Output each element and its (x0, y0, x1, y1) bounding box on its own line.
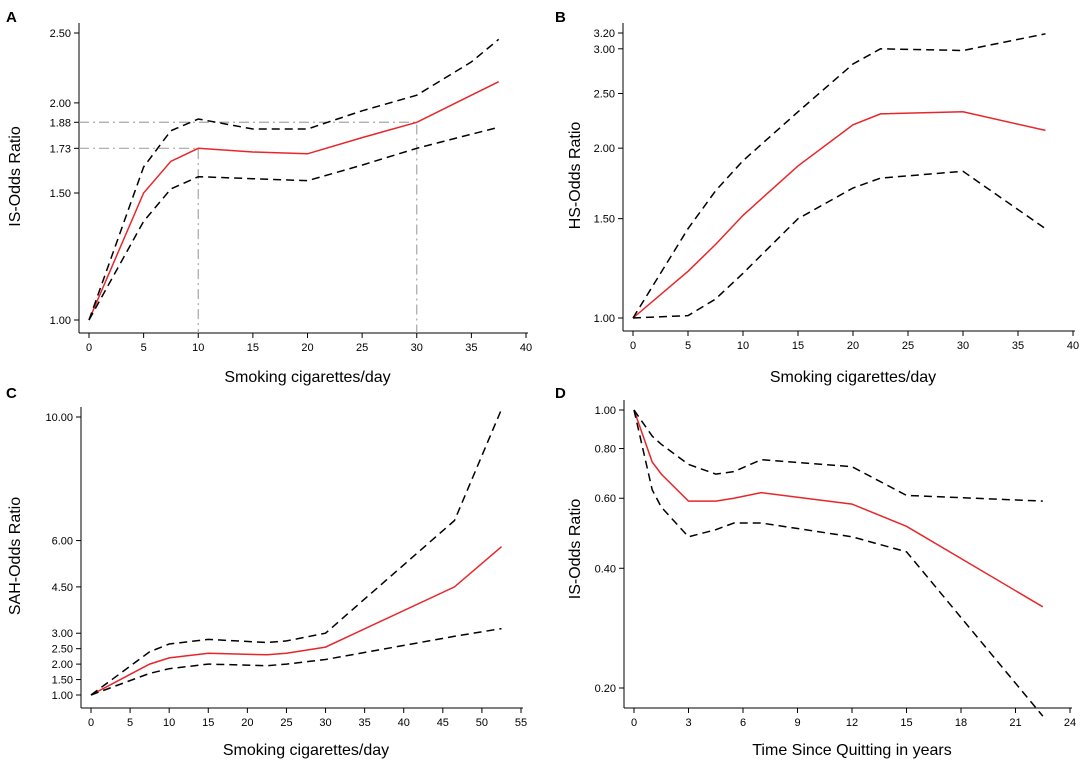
y-tick-label: 2.00 (594, 143, 615, 155)
y-axis-title: IS-Odds Ratio (567, 499, 584, 600)
x-tick-label: 15 (792, 340, 804, 352)
y-tick-label: 0.40 (595, 563, 616, 575)
y-tick-label: 1.00 (594, 313, 615, 325)
y-tick-label: 1.00 (52, 690, 73, 702)
x-tick-label: 3 (685, 717, 691, 729)
x-tick-label: 40 (398, 717, 410, 729)
y-tick-label: 4.50 (52, 582, 73, 594)
y-tick-label: 3.20 (594, 28, 615, 40)
x-tick-label: 45 (437, 717, 449, 729)
x-tick-label: 9 (794, 717, 800, 729)
upper-ci-line (633, 409, 1043, 502)
x-tick-label: 35 (1012, 340, 1024, 352)
y-tick-label: 0.60 (595, 493, 616, 505)
y-tick-label: 2.50 (594, 88, 615, 100)
x-tick-label: 25 (902, 340, 914, 352)
x-tick-label: 6 (740, 717, 746, 729)
y-tick-label: 2.50 (50, 28, 71, 40)
lower-ci-line (88, 126, 499, 321)
y-tick-label: 1.50 (52, 675, 73, 687)
x-tick-label: 35 (465, 342, 477, 354)
y-tick-label: 1.88 (50, 117, 71, 129)
y-axis-title: SAH-Odds Ratio (7, 497, 24, 615)
x-tick-label: 40 (1067, 340, 1079, 352)
y-tick-label: 1.00 (50, 315, 71, 327)
y-axis-title: IS-Odds Ratio (7, 126, 24, 227)
x-tick-label: 40 (520, 342, 532, 354)
x-tick-label: 5 (685, 340, 691, 352)
reference-line (79, 147, 199, 333)
panel-label: A (6, 9, 17, 26)
odds-ratio-line (632, 111, 1046, 319)
x-axis-title: Smoking cigarettes/day (224, 369, 390, 386)
x-tick-label: 20 (241, 717, 253, 729)
x-tick-label: 50 (476, 717, 488, 729)
y-tick-label: 2.00 (52, 659, 73, 671)
x-tick-label: 55 (515, 717, 527, 729)
odds-ratio-line (633, 409, 1044, 608)
x-tick-label: 30 (411, 342, 423, 354)
chart-panel-c: C 0 5 10 15 20 25 30 35 40 45 50 55 1.00 1.50 2.00 2.50 3… (6, 385, 527, 759)
odds-ratio-line (90, 546, 502, 696)
x-tick-label: 30 (319, 717, 331, 729)
x-tick-label: 0 (86, 342, 92, 354)
lower-ci-line (632, 170, 1046, 319)
x-axis-title: Smoking cigarettes/day (223, 742, 389, 759)
x-tick-label: 25 (356, 342, 368, 354)
y-tick-label: 3.00 (52, 628, 73, 640)
y-tick-label: 1.73 (50, 143, 71, 155)
y-tick-label: 6.00 (52, 536, 73, 548)
x-tick-label: 24 (1064, 717, 1076, 729)
lower-ci-line (633, 409, 1044, 717)
y-tick-label: 1.00 (595, 405, 616, 417)
upper-ci-line (632, 33, 1046, 319)
x-tick-label: 15 (900, 717, 912, 729)
panel-label: D (555, 385, 566, 402)
y-tick-label: 0.80 (595, 444, 616, 456)
odds-ratio-line (88, 81, 500, 321)
y-tick-label: 1.50 (594, 214, 615, 226)
x-tick-label: 10 (163, 717, 175, 729)
x-axis-title: Time Since Quitting in years (752, 742, 951, 759)
x-tick-label: 35 (359, 717, 371, 729)
panel-label: C (6, 385, 17, 402)
x-tick-label: 10 (737, 340, 749, 352)
y-axis-title: HS-Odds Ratio (567, 122, 584, 230)
upper-ci-line (90, 409, 503, 696)
x-tick-label: 0 (88, 717, 94, 729)
chart-panel-d: D 0 3 6 9 12 15 18 21 24 0.20 0.40 0.60 0.80 1.00 Time … (555, 385, 1076, 759)
x-tick-label: 15 (202, 717, 214, 729)
y-tick-label: 2.50 (52, 644, 73, 656)
lower-ci-line (90, 627, 502, 696)
x-tick-label: 15 (247, 342, 259, 354)
x-tick-label: 5 (127, 717, 133, 729)
y-tick-label: 10.00 (45, 412, 73, 424)
x-tick-label: 12 (846, 717, 858, 729)
x-tick-label: 20 (847, 340, 859, 352)
x-tick-label: 30 (957, 340, 969, 352)
x-tick-label: 18 (955, 717, 967, 729)
chart-panel-b: B 0 5 10 15 20 25 30 35 40 1.00 1.50 2.00 2.50 3.00 3.2… (555, 9, 1079, 386)
x-tick-label: 25 (280, 717, 292, 729)
upper-ci-line (88, 38, 500, 321)
y-tick-label: 0.20 (595, 683, 616, 695)
x-axis-title: Smoking cigarettes/day (770, 369, 936, 386)
y-tick-label: 1.50 (50, 188, 71, 200)
x-tick-label: 21 (1009, 717, 1021, 729)
y-tick-label: 3.00 (594, 44, 615, 56)
x-tick-label: 10 (192, 342, 204, 354)
x-tick-label: 5 (141, 342, 147, 354)
y-tick-label: 2.00 (50, 98, 71, 110)
x-tick-label: 0 (631, 717, 637, 729)
chart-panel-a: A 0 5 10 15 20 25 30 35 40 1.00 1.50 1.73 1.88 2.00 2.5… (6, 9, 532, 386)
x-tick-label: 20 (301, 342, 313, 354)
x-tick-label: 0 (630, 340, 636, 352)
reference-line (79, 121, 418, 333)
panel-label: B (555, 9, 566, 26)
